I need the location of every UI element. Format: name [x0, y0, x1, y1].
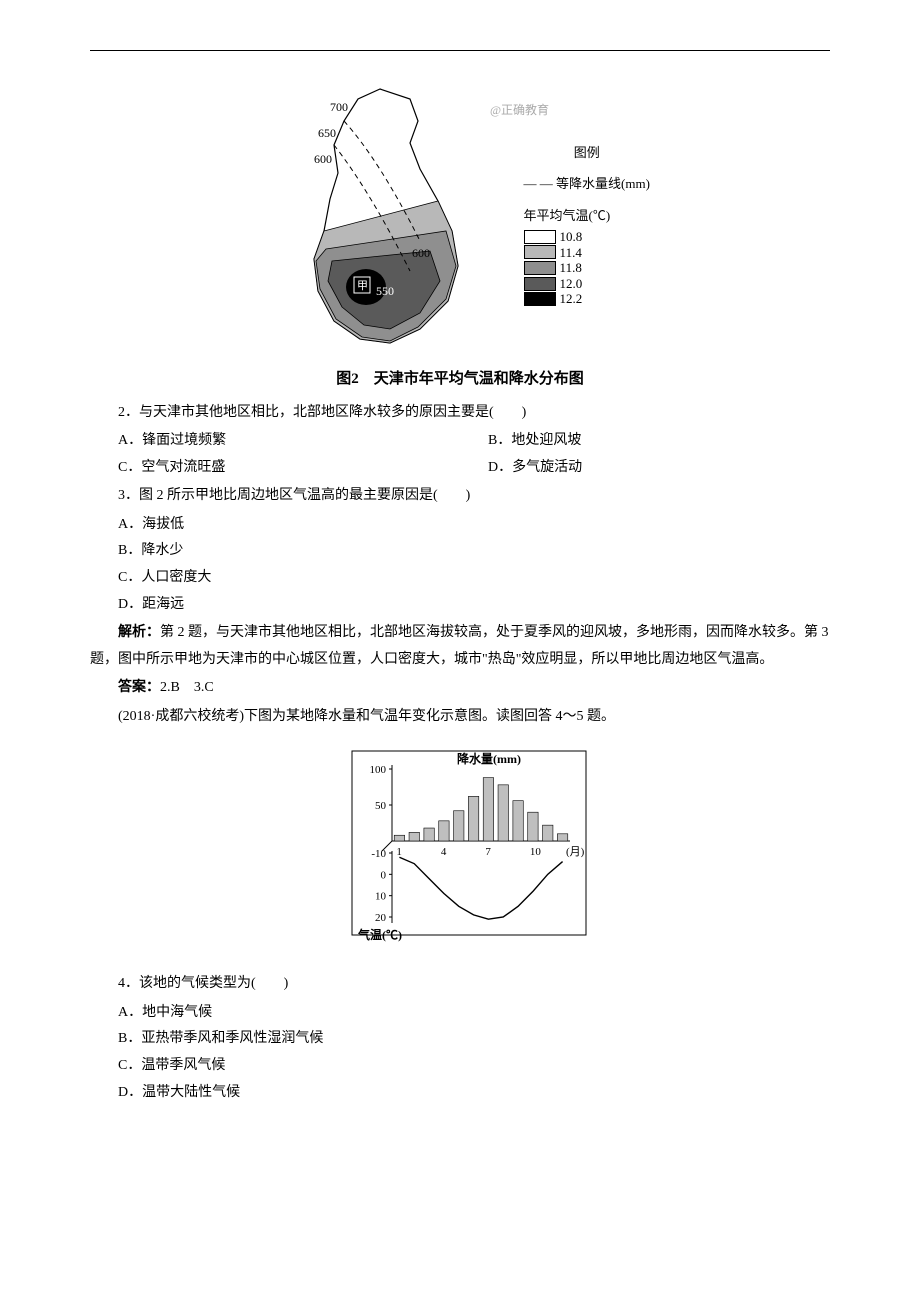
- tianjin-map: 700 650 600 600 550 甲: [270, 81, 490, 361]
- svg-text:7: 7: [485, 846, 491, 858]
- answer-text: 2.B 3.C: [160, 680, 214, 695]
- legend-temp-title: 年平均气温(℃): [524, 204, 650, 229]
- svg-text:20: 20: [375, 912, 387, 924]
- map-legend: 图例 — — 等降水量线(mm) 年平均气温(℃) 10.811.411.812…: [524, 141, 650, 307]
- q4-stem: 4．该地的气候类型为( ): [90, 971, 830, 998]
- contour-650: 650: [318, 126, 336, 140]
- q3-stem: 3．图 2 所示甲地比周边地区气温高的最主要原因是( ): [90, 483, 830, 510]
- svg-text:1: 1: [396, 846, 402, 858]
- legend-label: 12.0: [560, 276, 583, 292]
- svg-text:10: 10: [530, 846, 542, 858]
- q3-opt-c: C．人口密度大: [90, 565, 830, 592]
- svg-text:降水量(mm): 降水量(mm): [457, 751, 521, 766]
- watermark: @正确教育: [490, 99, 549, 122]
- legend-label: 11.8: [560, 260, 582, 276]
- explanation: 解析：第 2 题，与天津市其他地区相比，北部地区海拔较高，处于夏季风的迎风坡，多…: [90, 620, 830, 673]
- legend-label: 10.8: [560, 229, 583, 245]
- q3-opt-a: A．海拔低: [90, 512, 830, 539]
- legend-swatch: [524, 230, 556, 244]
- legend-row: 11.4: [524, 245, 650, 261]
- explain-text: 第 2 题，与天津市其他地区相比，北部地区海拔较高，处于夏季风的迎风坡，多地形雨…: [90, 625, 829, 667]
- q4-opt-c: C．温带季风气候: [90, 1053, 830, 1080]
- legend-title: 图例: [524, 141, 650, 166]
- svg-text:-10: -10: [371, 848, 386, 860]
- svg-text:0: 0: [381, 869, 387, 881]
- marker-jia: 甲: [357, 280, 368, 292]
- legend-swatch: [524, 261, 556, 275]
- legend-row: 12.2: [524, 291, 650, 307]
- q2-opt-a: A．锋面过境频繁: [90, 428, 460, 455]
- svg-text:100: 100: [370, 764, 387, 776]
- q3-opt-b: B．降水少: [90, 538, 830, 565]
- intro-45: (2018·成都六校统考)下图为某地降水量和气温年变化示意图。读图回答 4～5 …: [90, 704, 830, 731]
- legend-swatch: [524, 292, 556, 306]
- figure-2-caption: 图2 天津市年平均气温和降水分布图: [90, 365, 830, 394]
- svg-text:10: 10: [375, 890, 387, 902]
- q3-opt-d: D．距海远: [90, 592, 830, 619]
- climate-chart: 降水量(mm) 50 100 1 4 7 10 (月) -10 0 10 20 气温(℃): [90, 741, 830, 962]
- q2-stem: 2．与天津市其他地区相比，北部地区降水较多的原因主要是( ): [90, 400, 830, 427]
- q2-row2: C．空气对流旺盛 D．多气旋活动: [90, 455, 830, 482]
- answer-line: 答案：2.B 3.C: [90, 675, 830, 702]
- top-divider: [90, 50, 830, 51]
- legend-label: 12.2: [560, 291, 583, 307]
- svg-text:气温(℃): 气温(℃): [357, 927, 402, 942]
- figure-2: @正确教育 700 650 600 600 550 甲 图例 — — 等降水量线…: [90, 81, 830, 394]
- legend-row: 10.8: [524, 229, 650, 245]
- q4-opt-b: B．亚热带季风和季风性湿润气候: [90, 1026, 830, 1053]
- legend-swatch: [524, 245, 556, 259]
- q4-opt-d: D．温带大陆性气候: [90, 1080, 830, 1107]
- explain-label: 解析：: [118, 625, 160, 640]
- legend-row: 12.0: [524, 276, 650, 292]
- q2-opt-d: D．多气旋活动: [460, 455, 830, 482]
- legend-precip: — — 等降水量线(mm): [524, 172, 650, 197]
- contour-600b: 600: [412, 246, 430, 260]
- svg-text:50: 50: [375, 800, 387, 812]
- svg-text:(月): (月): [566, 846, 585, 858]
- q4-opt-a: A．地中海气候: [90, 1000, 830, 1027]
- legend-row: 11.8: [524, 260, 650, 276]
- q2-opt-b: B．地处迎风坡: [460, 428, 830, 455]
- answer-label: 答案：: [118, 680, 160, 695]
- svg-text:4: 4: [441, 846, 447, 858]
- q2-opt-c: C．空气对流旺盛: [90, 455, 460, 482]
- legend-label: 11.4: [560, 245, 582, 261]
- q2-row1: A．锋面过境频繁 B．地处迎风坡: [90, 428, 830, 455]
- contour-700: 700: [330, 100, 348, 114]
- contour-550: 550: [376, 284, 394, 298]
- legend-swatch: [524, 277, 556, 291]
- contour-600a: 600: [314, 152, 332, 166]
